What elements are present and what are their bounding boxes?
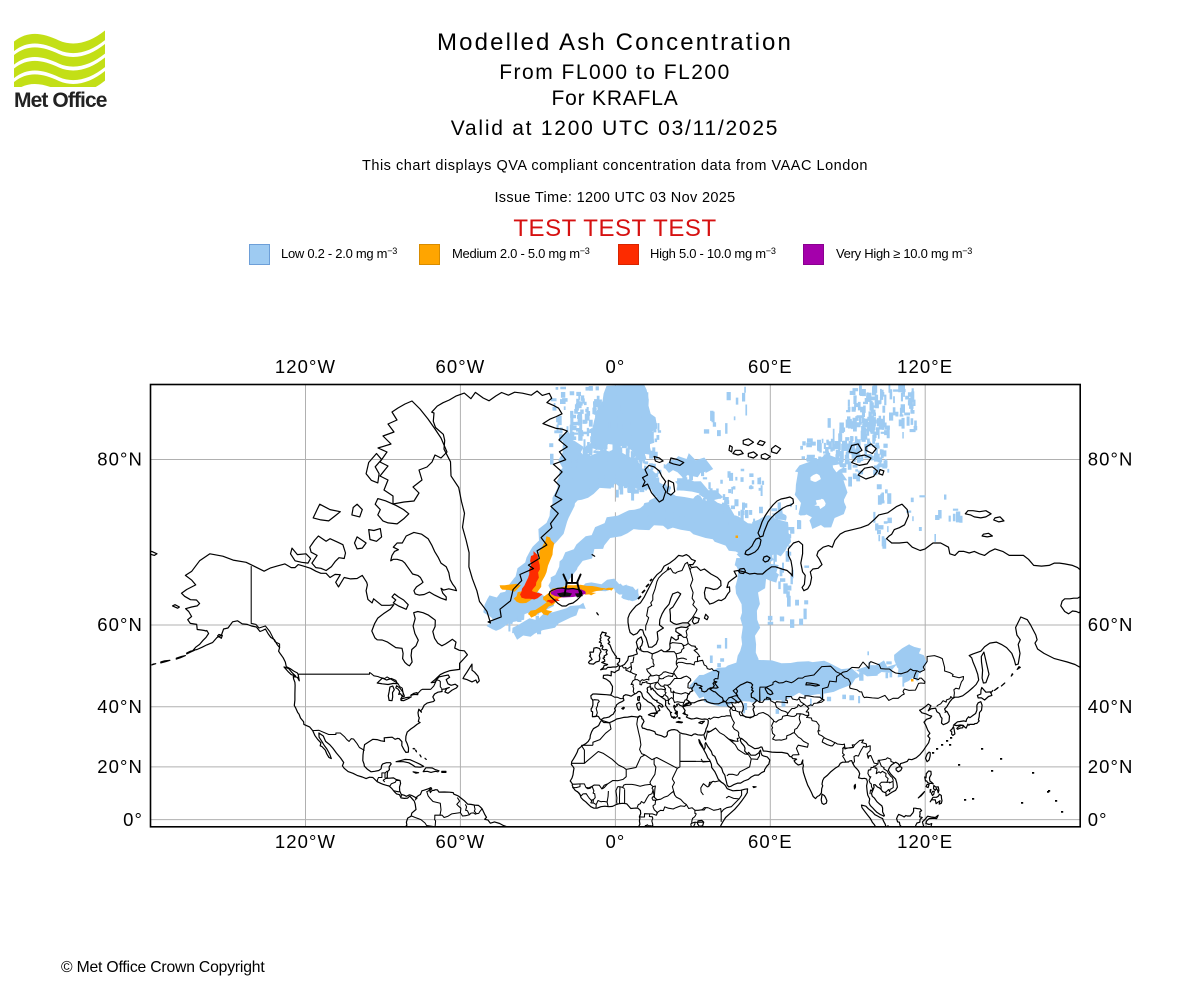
svg-text:80°N: 80°N <box>1088 449 1134 470</box>
svg-text:0°: 0° <box>605 356 625 377</box>
svg-text:40°N: 40°N <box>97 696 143 717</box>
svg-text:60°E: 60°E <box>748 831 793 852</box>
svg-text:80°N: 80°N <box>97 449 143 470</box>
svg-text:120°E: 120°E <box>897 356 953 377</box>
svg-text:0°: 0° <box>605 831 625 852</box>
svg-text:60°E: 60°E <box>748 356 793 377</box>
svg-text:20°N: 20°N <box>1088 756 1134 777</box>
svg-text:0°: 0° <box>123 809 143 830</box>
svg-text:60°W: 60°W <box>435 831 485 852</box>
svg-text:120°W: 120°W <box>275 831 336 852</box>
svg-text:0°: 0° <box>1088 809 1108 830</box>
svg-text:60°N: 60°N <box>1088 614 1134 635</box>
svg-text:40°N: 40°N <box>1088 696 1134 717</box>
svg-text:120°E: 120°E <box>897 831 953 852</box>
svg-text:60°N: 60°N <box>97 614 143 635</box>
svg-text:60°W: 60°W <box>435 356 485 377</box>
svg-text:20°N: 20°N <box>97 756 143 777</box>
svg-text:120°W: 120°W <box>275 356 336 377</box>
